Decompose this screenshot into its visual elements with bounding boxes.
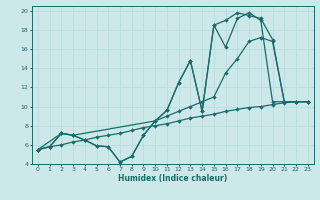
X-axis label: Humidex (Indice chaleur): Humidex (Indice chaleur) xyxy=(118,174,228,183)
